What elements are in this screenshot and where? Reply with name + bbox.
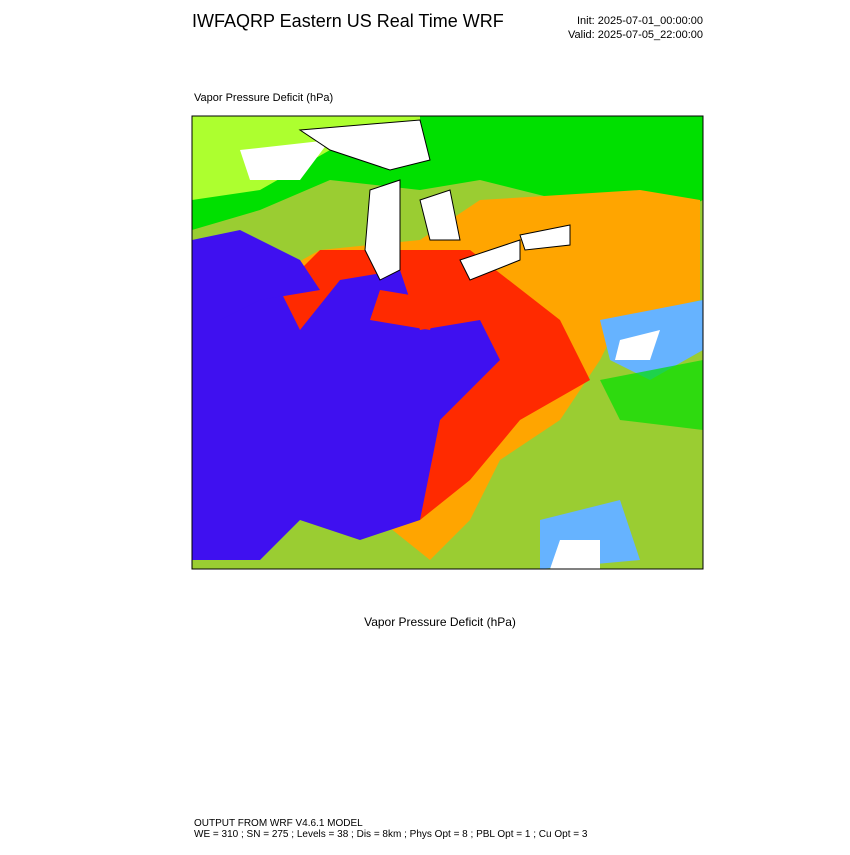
map [192,116,703,569]
title: IWFAQRP Eastern US Real Time WRF [192,11,504,31]
colorbar-title: Vapor Pressure Deficit (hPa) [364,615,516,629]
map-label: Vapor Pressure Deficit (hPa) [194,92,333,104]
init-time: Init: 2025-07-01_00:00:00 [577,15,703,27]
valid-time: Valid: 2025-07-05_22:00:00 [568,29,703,41]
map-frame [191,115,704,570]
footer-line: WE = 310 ; SN = 275 ; Levels = 38 ; Dis … [194,829,588,840]
footer-line: OUTPUT FROM WRF V4.6.1 MODEL [194,818,363,829]
